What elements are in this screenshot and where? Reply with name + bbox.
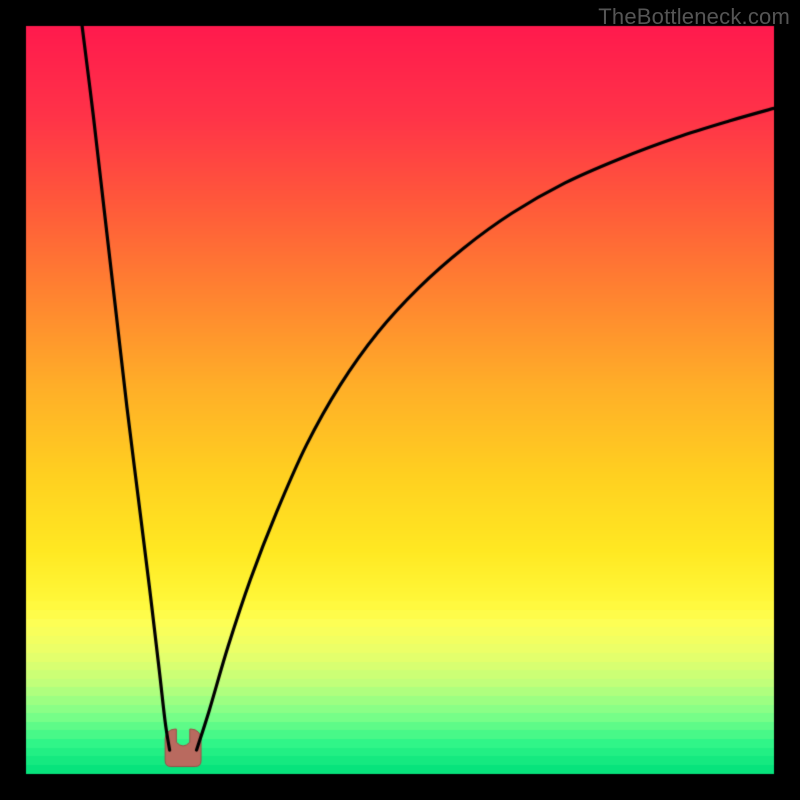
bottleneck-curve-chart <box>0 0 800 800</box>
chart-stage: TheBottleneck.com <box>0 0 800 800</box>
watermark-text: TheBottleneck.com <box>598 4 790 30</box>
